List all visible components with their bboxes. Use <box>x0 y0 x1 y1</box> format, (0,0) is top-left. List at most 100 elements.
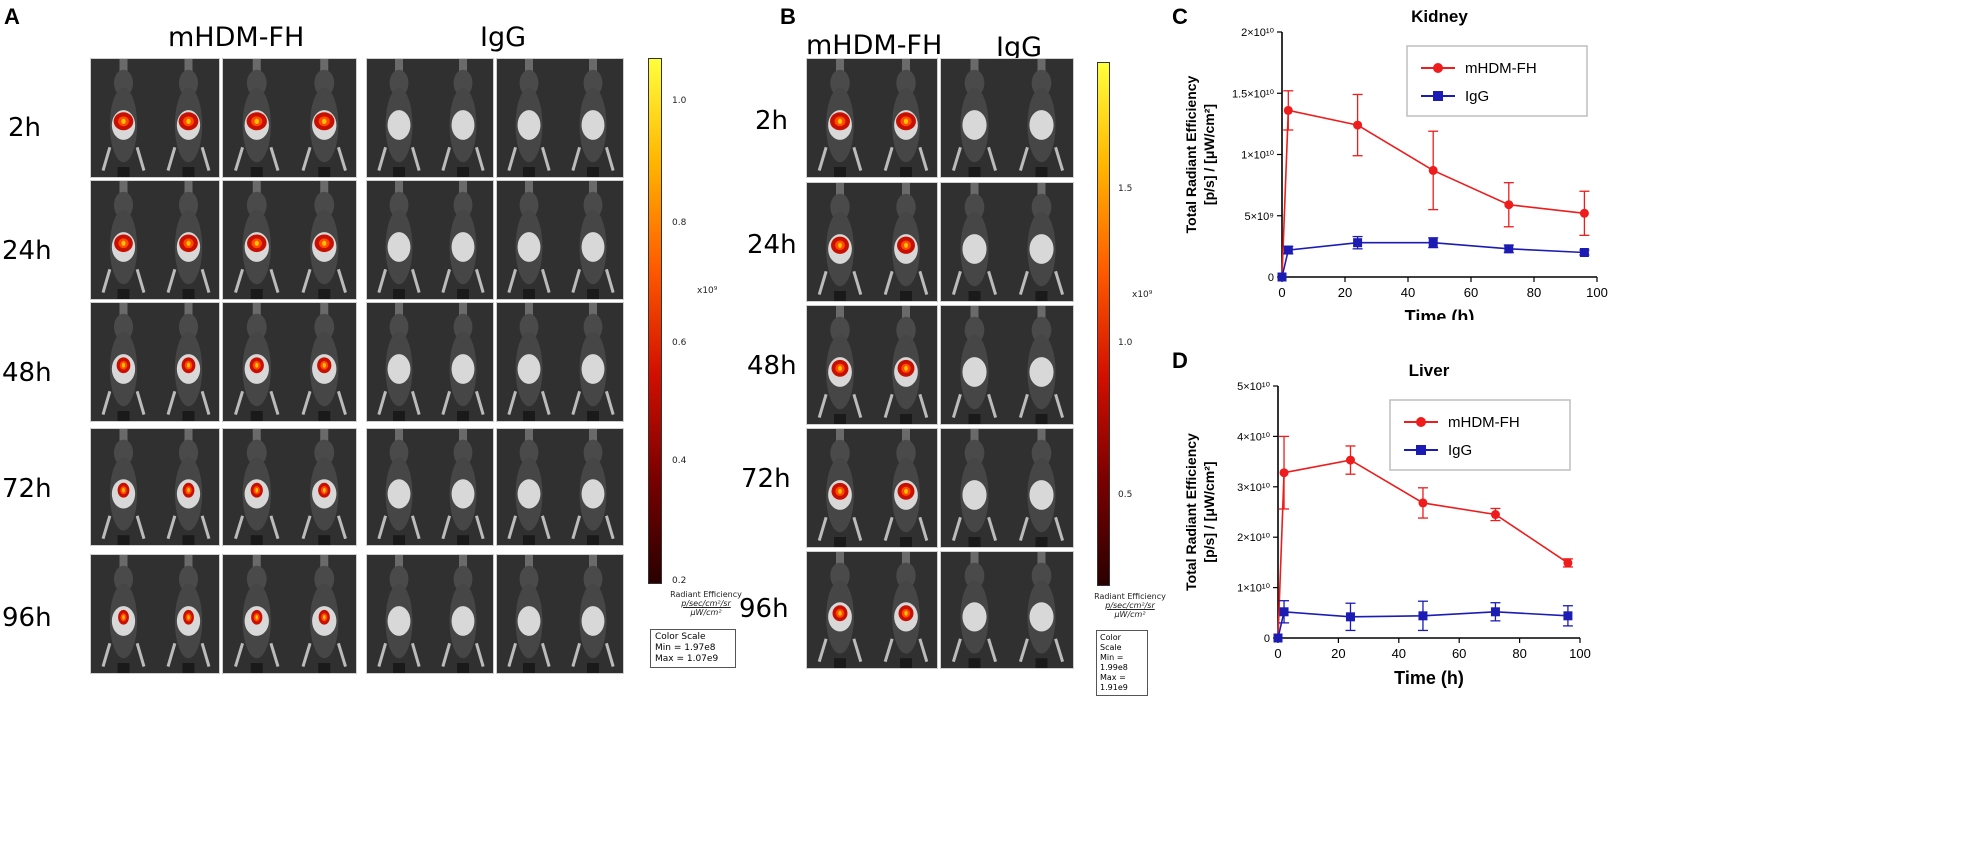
panel-a-colorbar <box>648 58 662 584</box>
y-axis-label: Total Radiant Efficiency <box>1183 75 1199 233</box>
panel-c-letter: C <box>1172 4 1188 29</box>
x-axis-label: Time (h) <box>1394 668 1464 688</box>
data-point <box>1418 611 1428 621</box>
panel-b-letter: B <box>780 4 796 29</box>
x-tick-label: 40 <box>1392 646 1406 661</box>
y-axis-label-unit: [p/s] / [μW/cm²] <box>1201 461 1217 562</box>
mhdm-mouse-image <box>222 58 357 178</box>
kidney-chart: Kidney 0 5×10⁹ 1×10¹⁰ 1.5×10¹⁰ 2×10¹⁰ 0 20 40 60 8… <box>1183 7 1608 320</box>
mhdm-mouse-image <box>90 302 220 422</box>
data-point <box>1428 238 1438 248</box>
data-point <box>1345 612 1355 622</box>
data-point <box>1504 244 1514 254</box>
mhdm-mouse-image <box>90 428 220 546</box>
y-tick-label: 3×10¹⁰ <box>1237 482 1270 494</box>
igg-mouse-image <box>496 554 624 674</box>
panel-b-colorbar-unit: Radiant Efficiency p/sec/cm²/sr μW/cm² <box>1094 592 1166 619</box>
panel-a-colorbar-tick: 0.4 <box>672 456 687 466</box>
igg-mouse-image <box>940 305 1074 425</box>
x-tick-label: 20 <box>1338 285 1352 300</box>
data-point <box>1353 238 1363 248</box>
igg-mouse-image <box>496 58 624 178</box>
igg-mouse-image <box>366 58 494 178</box>
panel-b-unit-den: μW/cm² <box>1114 610 1146 619</box>
panel-a-colorbar-exponent: x10⁹ <box>697 286 718 296</box>
mhdm-mouse-image <box>90 58 220 178</box>
panel-b-header-igg: IgG <box>996 32 1043 63</box>
panel-a-colorbar-tick: 0.8 <box>672 218 687 228</box>
panel-a-time-2h: 2h <box>8 113 42 143</box>
panel-a-scale-min: Min = 1.97e8 <box>655 643 716 653</box>
x-tick-label: 60 <box>1464 285 1478 300</box>
legend-label: IgG <box>1465 88 1489 105</box>
panel-b-color-scale-box: Color Scale Min = 1.99e8 Max = 1.91e9 <box>1096 630 1148 696</box>
panel-d-letter: D <box>1172 348 1188 373</box>
mhdm-mouse-image <box>90 180 220 300</box>
series-line-mHDM-FH <box>1277 459 1569 639</box>
data-point <box>1490 607 1500 617</box>
data-point <box>1345 455 1355 465</box>
panel-b-time-48h: 48h <box>747 351 797 381</box>
legend-label: mHDM-FH <box>1448 414 1520 431</box>
panel-a-header-mhdm: mHDM-FH <box>168 22 305 53</box>
panel-b-scale-min: Min = 1.99e8 <box>1100 653 1128 672</box>
mhdm-mouse-image <box>806 182 938 302</box>
igg-mouse-image <box>496 302 624 422</box>
panel-a-time-24h: 24h <box>2 236 52 266</box>
data-point <box>1579 208 1589 218</box>
data-point <box>1277 272 1287 282</box>
legend-label: IgG <box>1448 442 1472 459</box>
panel-b-scale-max: Max = 1.91e9 <box>1100 673 1128 692</box>
data-point <box>1279 468 1289 478</box>
x-tick-label: 40 <box>1401 285 1415 300</box>
igg-mouse-image <box>940 58 1074 178</box>
y-tick-label: 2×10¹⁰ <box>1241 27 1274 39</box>
legend-label: mHDM-FH <box>1465 60 1537 77</box>
panel-b-unit-title: Radiant Efficiency <box>1094 592 1166 601</box>
igg-mouse-image <box>366 554 494 674</box>
data-point <box>1490 510 1500 520</box>
y-axis-label-unit: [p/s] / [μW/cm²] <box>1201 104 1217 205</box>
data-point <box>1283 245 1293 255</box>
series-line-mHDM-FH <box>1281 109 1585 278</box>
panel-a-unit-title: Radiant Efficiency <box>670 590 742 599</box>
panel-a-color-scale-box: Color Scale Min = 1.97e8 Max = 1.07e9 <box>650 629 736 668</box>
data-point <box>1418 498 1428 508</box>
legend-marker <box>1433 91 1443 101</box>
y-tick-label: 5×10¹⁰ <box>1237 381 1270 393</box>
x-tick-label: 80 <box>1527 285 1541 300</box>
data-point <box>1353 120 1363 130</box>
chart-title: Kidney <box>1411 7 1468 26</box>
data-point <box>1273 633 1283 643</box>
panel-a-colorbar-tick: 0.6 <box>672 338 687 348</box>
x-axis-label: Time (h) <box>1405 307 1475 320</box>
y-tick-label: 1.5×10¹⁰ <box>1232 88 1275 100</box>
igg-mouse-image <box>940 428 1074 548</box>
panel-a-unit-num: p/sec/cm²/sr <box>681 599 731 608</box>
panel-a-colorbar-tick: 0.2 <box>672 576 687 586</box>
data-point <box>1563 558 1573 568</box>
liver-chart: Liver 0 1×10¹⁰ 2×10¹⁰ 3×10¹⁰ 4×10¹⁰ 5×10¹⁰ 0 20 4… <box>1183 361 1591 688</box>
legend-box <box>1406 45 1588 117</box>
panel-a-time-48h: 48h <box>2 358 52 388</box>
data-point <box>1563 611 1573 621</box>
x-tick-label: 100 <box>1569 646 1591 661</box>
panel-b-time-24h: 24h <box>747 230 797 260</box>
panel-b-colorbar-tick: 1.0 <box>1118 338 1133 348</box>
x-tick-label: 20 <box>1331 646 1345 661</box>
x-tick-label: 100 <box>1586 285 1608 300</box>
panel-b-header-mhdm: mHDM-FH <box>806 30 943 61</box>
igg-mouse-image <box>496 428 624 546</box>
panel-a-time-96h: 96h <box>2 603 52 633</box>
mhdm-mouse-image <box>222 302 357 422</box>
legend-marker <box>1416 445 1426 455</box>
igg-mouse-image <box>366 428 494 546</box>
y-tick-label: 0 <box>1268 272 1274 284</box>
x-tick-label: 0 <box>1274 646 1281 661</box>
y-tick-label: 4×10¹⁰ <box>1237 431 1270 443</box>
mhdm-mouse-image <box>222 554 357 674</box>
panel-a-colorbar-unit: Radiant Efficiency p/sec/cm²/sr μW/cm² <box>650 590 762 617</box>
mhdm-mouse-image <box>806 305 938 425</box>
y-tick-label: 2×10¹⁰ <box>1237 532 1270 544</box>
chart-title: Liver <box>1409 361 1450 380</box>
